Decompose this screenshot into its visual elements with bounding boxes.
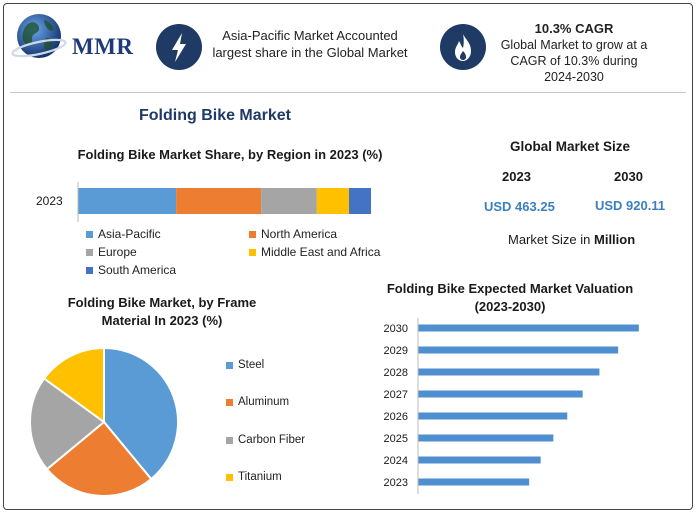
valuation-year-label-2025: 2025 xyxy=(384,433,408,445)
region-legend-asia-pacific: Asia-Pacific xyxy=(86,227,161,241)
legend-label: Europe xyxy=(98,245,137,259)
valuation-bar-2025 xyxy=(418,434,554,442)
legend-swatch xyxy=(226,436,233,444)
valuation-year-label-2029: 2029 xyxy=(384,345,408,357)
legend-swatch xyxy=(86,248,93,256)
legend-label: Aluminum xyxy=(238,396,290,408)
valuation-year-label-2030: 2030 xyxy=(384,323,408,335)
global-market-value-2030: USD 920.11 xyxy=(595,198,666,213)
region-legend-north-america: North America xyxy=(249,227,337,241)
legend-swatch xyxy=(226,473,233,481)
pie-legend-steel: Steel xyxy=(226,359,264,371)
pie-slice-steel xyxy=(103,346,179,481)
pie-slice-aluminum xyxy=(45,420,153,497)
legend-swatch xyxy=(249,230,256,238)
legend-swatch xyxy=(226,361,233,369)
globe-icon xyxy=(11,14,67,58)
valuation-bar-2028 xyxy=(418,368,600,376)
valuation-year-label-2026: 2026 xyxy=(384,411,408,423)
valuation-year-label-2027: 2027 xyxy=(384,389,408,401)
global-market-year-2030: 2030 xyxy=(614,169,643,184)
valuation-bar-chart: 2030 2029 2028 2027 2026 2025 2024 2023 xyxy=(384,318,639,494)
market-size-note: Market Size in Million xyxy=(508,232,635,247)
market-size-note-prefix: Market Size in xyxy=(508,232,591,247)
global-market-year-2023: 2023 xyxy=(502,169,531,184)
flame-icon xyxy=(440,24,486,70)
legend-swatch xyxy=(249,248,256,256)
logo-text: MMR xyxy=(72,34,134,59)
legend-label: Steel xyxy=(238,359,265,371)
region-segment-middle-east-and-africa xyxy=(316,188,350,214)
legend-label: Asia-Pacific xyxy=(98,227,161,241)
global-market-title: Global Market Size xyxy=(509,139,631,154)
valuation-bar-2029 xyxy=(418,346,619,354)
cagr-text: Global Market to grow at a CAGR of 10.3%… xyxy=(500,38,648,84)
frame-material-title: Folding Bike Market, by Frame Material I… xyxy=(67,295,257,328)
region-share-title: Folding Bike Market Share, by Region in … xyxy=(77,147,383,162)
region-segment-europe xyxy=(261,188,317,214)
main-title: Folding Bike Market xyxy=(138,107,292,124)
valuation-title: Folding Bike Expected Market Valuation (… xyxy=(386,281,634,314)
pie-slice-carbon-fiber xyxy=(29,377,106,471)
pie-legend-titanium: Titanium xyxy=(226,471,282,483)
region-segment-south-america xyxy=(349,188,371,214)
frame-material-pie-chart xyxy=(29,346,179,497)
legend-label: Carbon Fiber xyxy=(238,434,306,446)
region-segment-asia-pacific xyxy=(78,188,177,214)
legend-label: Titanium xyxy=(238,471,282,483)
cagr-title: 10.3% CAGR xyxy=(534,21,614,36)
pie-legend-aluminum: Aluminum xyxy=(226,396,289,408)
legend-swatch xyxy=(226,398,233,406)
valuation-year-label-2023: 2023 xyxy=(384,477,408,489)
valuation-year-label-2024: 2024 xyxy=(384,455,408,467)
legend-label: South America xyxy=(98,263,177,277)
region-share-chart: 2023 xyxy=(36,182,371,222)
asia-pacific-share-text: Asia-Pacific Market Accounted largest sh… xyxy=(212,28,408,60)
region-legend-europe: Europe xyxy=(86,245,137,259)
legend-swatch xyxy=(86,230,93,238)
valuation-bar-2030 xyxy=(418,324,639,332)
infographic-frame xyxy=(3,3,693,510)
lightning-bolt-icon xyxy=(156,24,202,70)
legend-label: Middle East and Africa xyxy=(261,245,381,259)
region-segment-north-america xyxy=(176,188,262,214)
pie-slice-titanium xyxy=(42,346,105,424)
valuation-bar-2026 xyxy=(418,412,568,420)
valuation-bar-2023 xyxy=(418,478,530,486)
region-legend-middle-east-and-africa: Middle East and Africa xyxy=(249,245,380,259)
global-market-value-2023: USD 463.25 xyxy=(484,199,555,214)
market-size-unit: Million xyxy=(594,232,636,247)
pie-legend-carbon-fiber: Carbon Fiber xyxy=(226,434,305,446)
valuation-year-label-2028: 2028 xyxy=(384,367,408,379)
valuation-bar-2027 xyxy=(418,390,583,398)
legend-label: North America xyxy=(261,227,338,241)
region-category-label: 2023 xyxy=(36,194,63,208)
region-legend-south-america: South America xyxy=(86,263,176,277)
legend-swatch xyxy=(86,266,93,274)
mmr-logo: MMR xyxy=(10,8,142,66)
valuation-bar-2024 xyxy=(418,456,541,464)
header-divider xyxy=(10,92,686,93)
